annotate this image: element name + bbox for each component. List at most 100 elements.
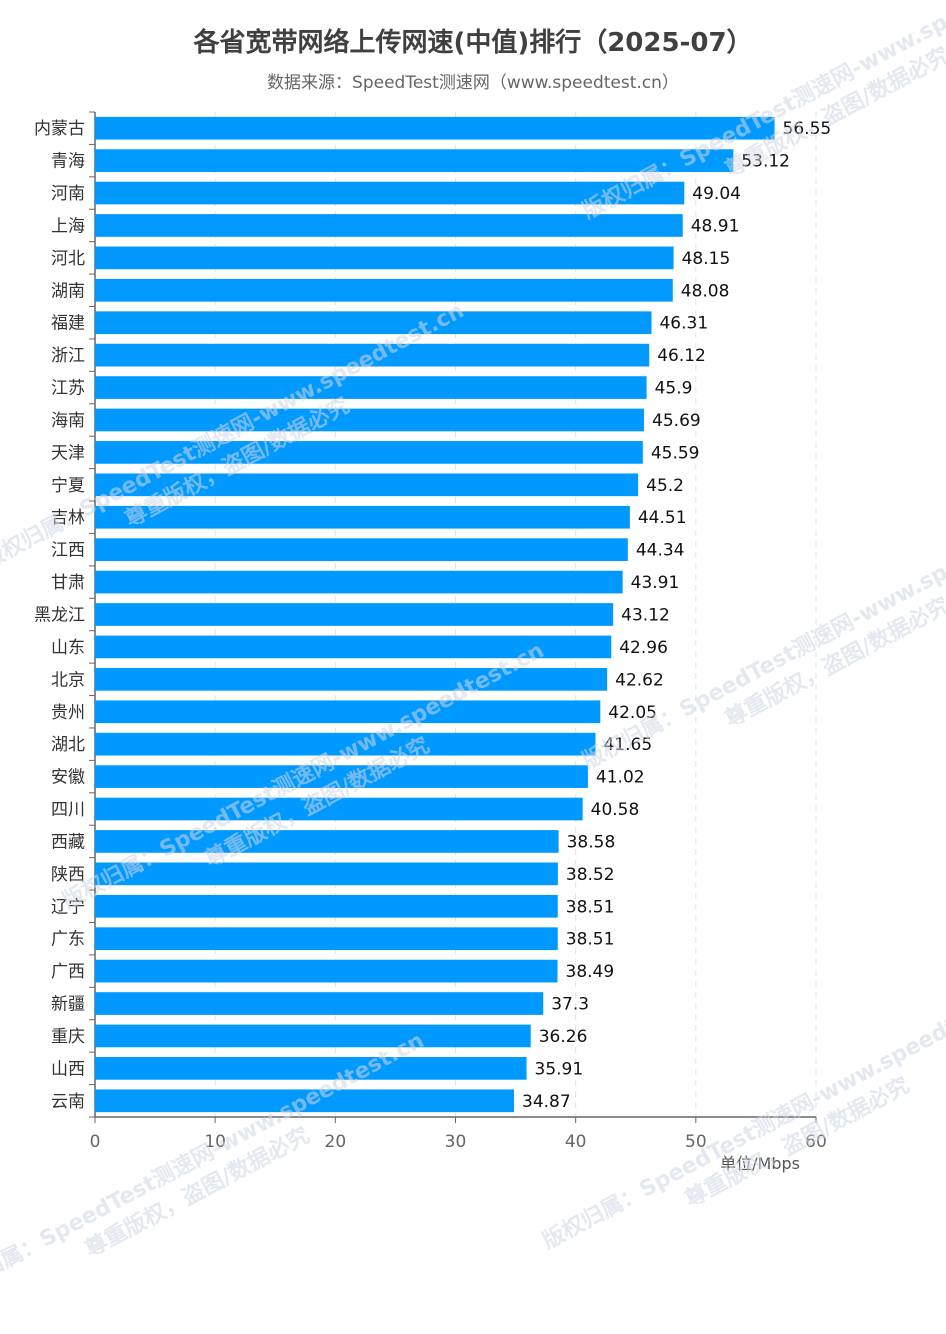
category-label: 山东 <box>51 638 85 658</box>
data-label: 45.69 <box>652 411 701 431</box>
x-tick-label: 30 <box>445 1132 467 1152</box>
category-label: 福建 <box>51 314 85 334</box>
data-label: 38.49 <box>566 962 615 982</box>
data-label: 45.59 <box>651 443 700 463</box>
data-label: 46.12 <box>657 346 706 366</box>
data-label: 45.9 <box>655 379 693 399</box>
bar <box>95 570 623 594</box>
x-tick-label: 0 <box>90 1132 101 1152</box>
category-label: 陕西 <box>51 865 85 885</box>
data-label: 36.26 <box>539 1027 588 1047</box>
category-label: 湖南 <box>51 281 85 301</box>
data-label: 44.51 <box>638 508 687 528</box>
data-label: 49.04 <box>692 184 741 204</box>
bar <box>95 214 683 237</box>
category-label: 广西 <box>51 962 85 982</box>
bar <box>95 116 775 140</box>
bar <box>95 894 558 918</box>
bar <box>95 311 652 335</box>
category-label: 江西 <box>51 541 85 561</box>
data-label: 46.31 <box>659 314 708 334</box>
data-label: 38.52 <box>566 865 615 885</box>
x-tick-label: 10 <box>204 1132 226 1152</box>
bar <box>95 603 614 626</box>
chart-subtitle: 数据来源：SpeedTest测速网（www.speedtest.cn） <box>267 73 679 93</box>
chart-title: 各省宽带网络上传网速(中值)排行（2025-07） <box>193 28 753 58</box>
category-label: 辽宁 <box>51 897 85 917</box>
bar <box>95 862 558 886</box>
x-tick-label: 40 <box>565 1132 587 1152</box>
data-label: 43.12 <box>621 606 670 626</box>
data-label: 42.62 <box>615 670 664 690</box>
category-label: 宁夏 <box>51 476 85 496</box>
data-label: 56.55 <box>783 119 832 139</box>
bar <box>95 830 559 853</box>
bar <box>95 1024 531 1048</box>
bar <box>95 246 674 270</box>
category-label: 天津 <box>51 443 85 463</box>
data-label: 48.91 <box>691 216 740 236</box>
data-label: 41.02 <box>596 768 645 788</box>
category-label: 广东 <box>51 930 85 950</box>
bar <box>95 343 650 367</box>
bar <box>95 992 544 1015</box>
category-label: 浙江 <box>51 346 85 366</box>
bar <box>95 765 588 788</box>
x-tick-label: 20 <box>325 1132 347 1152</box>
category-label: 贵州 <box>51 703 85 723</box>
data-label: 42.96 <box>619 638 668 658</box>
category-label: 安徽 <box>51 768 85 788</box>
bar <box>95 1089 515 1113</box>
bar <box>95 700 601 724</box>
bar <box>95 376 647 399</box>
category-label: 江苏 <box>51 379 85 399</box>
category-label: 河南 <box>51 184 85 204</box>
bar <box>95 441 643 464</box>
category-label: 内蒙古 <box>34 119 85 139</box>
data-label: 48.15 <box>682 249 731 269</box>
data-label: 35.91 <box>535 1059 584 1079</box>
category-label: 上海 <box>51 216 85 236</box>
x-tick-label: 50 <box>685 1132 707 1152</box>
bar <box>95 959 558 983</box>
x-tick-label: 60 <box>805 1132 827 1152</box>
data-label: 34.87 <box>522 1092 571 1112</box>
category-label: 河北 <box>51 249 85 269</box>
data-label: 42.05 <box>608 703 657 723</box>
bar-chart: 0 10 20 30 40 50 60 内蒙古 56.55 青海 53.12 河南 49.04 上海 48.… <box>34 111 832 1173</box>
data-label: 38.51 <box>566 897 615 917</box>
bar <box>95 1057 527 1080</box>
category-label: 四川 <box>51 800 85 820</box>
category-label: 甘肃 <box>51 573 85 593</box>
data-label: 41.65 <box>603 735 652 755</box>
category-label: 海南 <box>51 411 85 431</box>
bar <box>95 278 673 302</box>
category-label: 黑龙江 <box>34 606 85 626</box>
category-label: 重庆 <box>51 1027 85 1047</box>
bar <box>95 149 734 172</box>
data-label: 43.91 <box>631 573 680 593</box>
bar <box>95 473 639 497</box>
data-label: 44.34 <box>636 541 685 561</box>
data-label: 37.3 <box>551 995 589 1015</box>
data-label: 38.58 <box>567 832 616 852</box>
bar <box>95 635 612 659</box>
bar <box>95 732 596 756</box>
bar <box>95 505 630 529</box>
category-label: 湖北 <box>51 735 85 755</box>
unit-label: 单位/Mbps <box>720 1154 800 1173</box>
data-label: 40.58 <box>591 800 640 820</box>
bar <box>95 797 583 821</box>
data-label: 45.2 <box>646 476 684 496</box>
bar <box>95 927 558 951</box>
category-label: 云南 <box>51 1092 85 1112</box>
data-label: 48.08 <box>681 281 730 301</box>
category-label: 吉林 <box>51 508 85 528</box>
category-label: 新疆 <box>51 995 85 1015</box>
bar <box>95 408 645 432</box>
data-label: 38.51 <box>566 930 615 950</box>
data-label: 53.12 <box>741 152 790 172</box>
category-label: 北京 <box>51 670 85 690</box>
bar <box>95 181 685 205</box>
category-label: 山西 <box>51 1059 85 1079</box>
